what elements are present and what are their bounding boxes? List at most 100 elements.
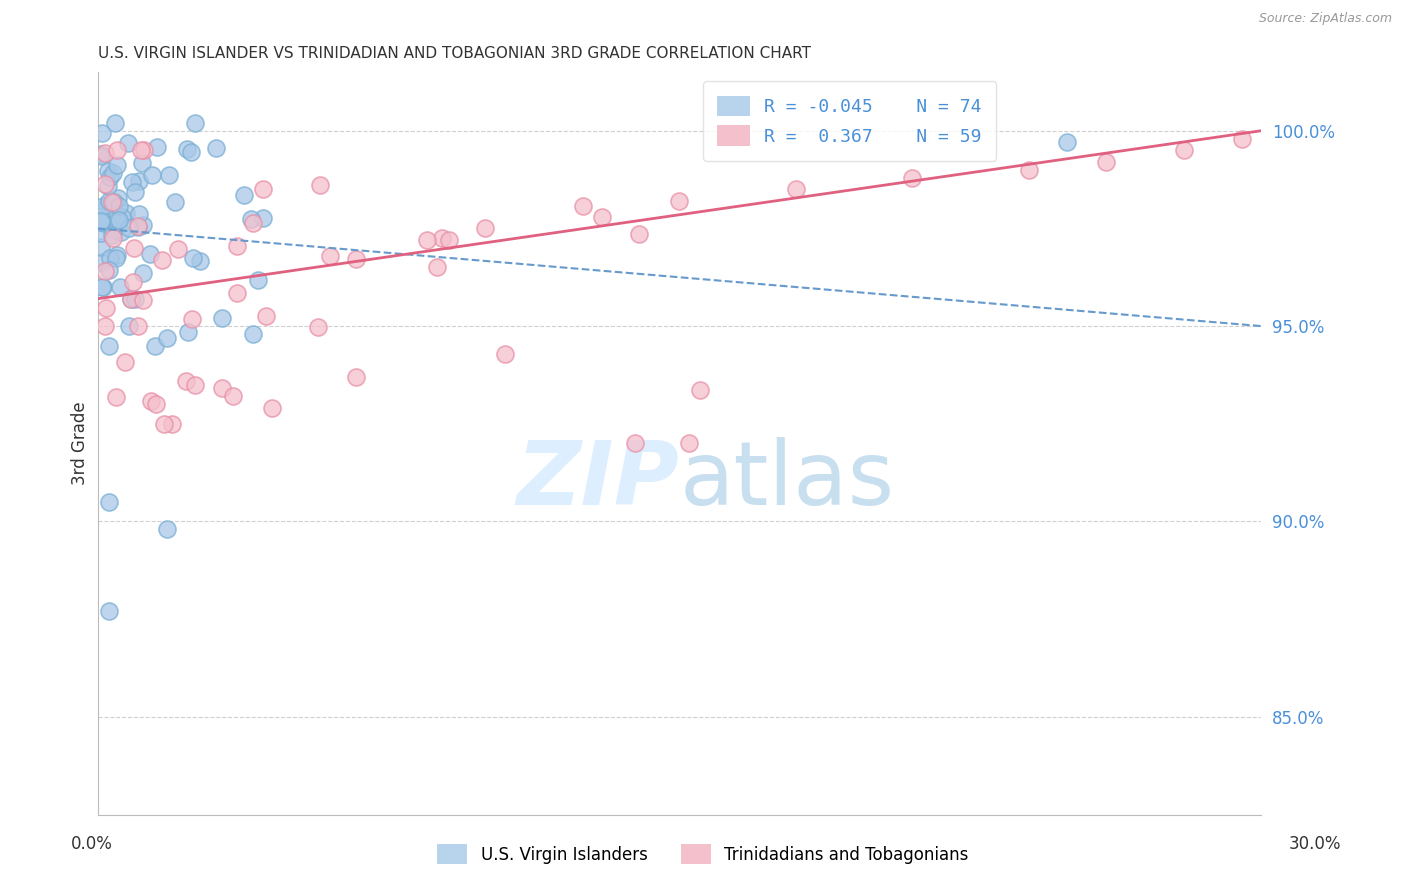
Point [122, 241, 145, 255]
Point [1173, 143, 1195, 157]
Point [127, 219, 149, 233]
Point [118, 220, 141, 235]
Point [97, 178, 120, 193]
Point [1056, 136, 1078, 150]
Y-axis label: 3rd Grade: 3rd Grade [72, 401, 89, 485]
Point [141, 168, 163, 182]
Point [624, 436, 647, 450]
Point [107, 191, 129, 205]
Point [94, 264, 117, 278]
Point [146, 140, 169, 154]
Point [105, 158, 128, 172]
Point [124, 293, 146, 307]
Point [107, 199, 129, 213]
Point [105, 212, 128, 227]
Point [93, 216, 115, 230]
Point [176, 142, 198, 156]
Point [128, 174, 150, 188]
Point [117, 319, 139, 334]
Point [90, 240, 112, 254]
Point [96, 198, 118, 212]
Point [162, 417, 184, 431]
Text: ZIP: ZIP [517, 437, 679, 524]
Point [110, 280, 132, 294]
Point [668, 194, 690, 208]
Point [101, 230, 124, 244]
Point [94, 319, 117, 334]
Point [689, 384, 711, 398]
Point [174, 374, 197, 388]
Point [239, 212, 262, 227]
Point [139, 394, 162, 409]
Legend: R = -0.045    N = 74, R =  0.367    N = 59: R = -0.045 N = 74, R = 0.367 N = 59 [703, 81, 997, 161]
Point [260, 401, 283, 416]
Point [103, 222, 125, 236]
Point [344, 252, 367, 267]
Point [90, 254, 112, 268]
Point [131, 293, 153, 307]
Point [100, 194, 122, 209]
Point [474, 221, 496, 235]
Point [97, 262, 120, 277]
Point [132, 266, 155, 280]
Point [183, 377, 205, 392]
Point [143, 338, 166, 352]
Point [205, 141, 228, 155]
Point [226, 239, 249, 253]
Point [226, 286, 249, 301]
Point [494, 347, 516, 361]
Point [132, 218, 155, 232]
Point [103, 195, 125, 210]
Point [242, 326, 264, 341]
Point [104, 390, 127, 404]
Point [128, 219, 150, 234]
Point [117, 136, 139, 151]
Point [211, 381, 233, 395]
Point [222, 389, 245, 403]
Point [105, 143, 128, 157]
Point [254, 310, 277, 324]
Point [430, 231, 453, 245]
Point [131, 156, 153, 170]
Point [177, 325, 200, 339]
Point [98, 604, 121, 618]
Point [181, 312, 204, 326]
Point [98, 169, 121, 184]
Point [416, 233, 439, 247]
Point [152, 417, 174, 431]
Point [114, 354, 136, 368]
Point [180, 145, 202, 160]
Point [90, 213, 112, 227]
Point [344, 370, 367, 384]
Point [188, 254, 211, 268]
Point [90, 146, 112, 161]
Point [90, 149, 112, 163]
Point [1018, 162, 1040, 177]
Point [308, 178, 330, 193]
Point [184, 116, 207, 130]
Point [319, 249, 342, 263]
Point [167, 242, 190, 256]
Point [127, 318, 149, 333]
Point [91, 199, 114, 213]
Point [572, 199, 595, 213]
Point [98, 495, 121, 509]
Point [98, 338, 121, 352]
Point [307, 320, 329, 334]
Point [211, 311, 233, 326]
Point [108, 212, 131, 227]
Point [157, 169, 180, 183]
Point [90, 210, 112, 224]
Point [91, 126, 114, 140]
Point [901, 170, 924, 185]
Point [1095, 155, 1118, 169]
Point [246, 273, 269, 287]
Point [111, 210, 134, 224]
Point [90, 226, 112, 240]
Point [97, 164, 120, 178]
Point [90, 215, 112, 229]
Point [181, 252, 204, 266]
Point [150, 252, 173, 267]
Legend: U.S. Virgin Islanders, Trinidadians and Tobagonians: U.S. Virgin Islanders, Trinidadians and … [430, 838, 976, 871]
Point [627, 227, 650, 242]
